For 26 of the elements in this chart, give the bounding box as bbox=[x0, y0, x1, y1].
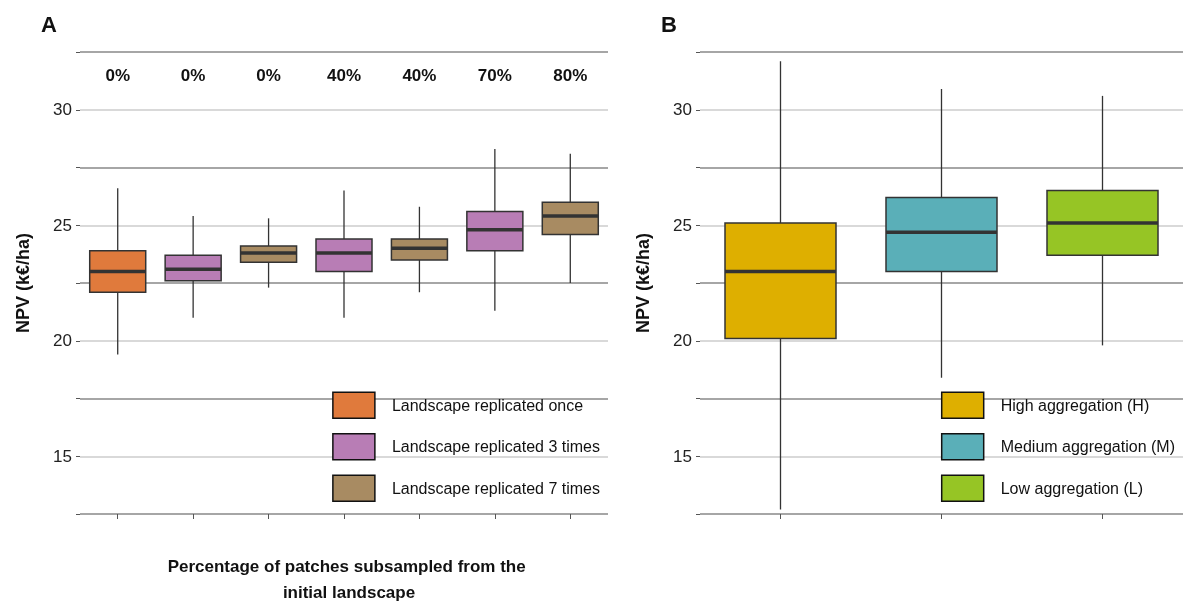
x-tick-label: 70% bbox=[477, 66, 512, 85]
y-tick-label: 15 bbox=[673, 446, 692, 466]
legend-label: High aggregation (H) bbox=[1000, 396, 1150, 414]
y-tick-label: 25 bbox=[673, 215, 692, 235]
chart-title: A bbox=[41, 11, 57, 37]
chart-title: B bbox=[661, 11, 677, 37]
legend-label: Landscape replicated 3 times bbox=[391, 438, 600, 456]
y-axis-title: NPV (k€/ha) bbox=[633, 232, 653, 334]
x-axis-title: Percentage of patches subsampled from the initial landscape bbox=[167, 556, 531, 602]
y-tick-label: 25 bbox=[53, 215, 72, 235]
x-tick-label: 40% bbox=[402, 66, 437, 85]
x-tick-label: 0% bbox=[105, 66, 130, 85]
legend-label: Medium aggregation (M) bbox=[1000, 438, 1175, 456]
y-tick-label: 15 bbox=[53, 446, 72, 466]
x-tick-label: 0% bbox=[180, 66, 206, 85]
legend-label: Low aggregation (L) bbox=[1000, 479, 1144, 497]
y-tick-label: 20 bbox=[673, 331, 692, 351]
y-tick-label: 30 bbox=[673, 100, 692, 120]
legend-label: Landscape replicated 7 times bbox=[391, 479, 600, 497]
legend-label: Landscape replicated once bbox=[391, 396, 584, 414]
y-axis-title: NPV (k€/ha) bbox=[13, 232, 33, 334]
y-tick-label: 20 bbox=[53, 331, 72, 351]
x-tick-label: 40% bbox=[326, 66, 362, 85]
x-tick-label: 80% bbox=[553, 66, 588, 85]
y-tick-label: 30 bbox=[53, 100, 72, 120]
x-tick-label: 0% bbox=[256, 66, 281, 85]
